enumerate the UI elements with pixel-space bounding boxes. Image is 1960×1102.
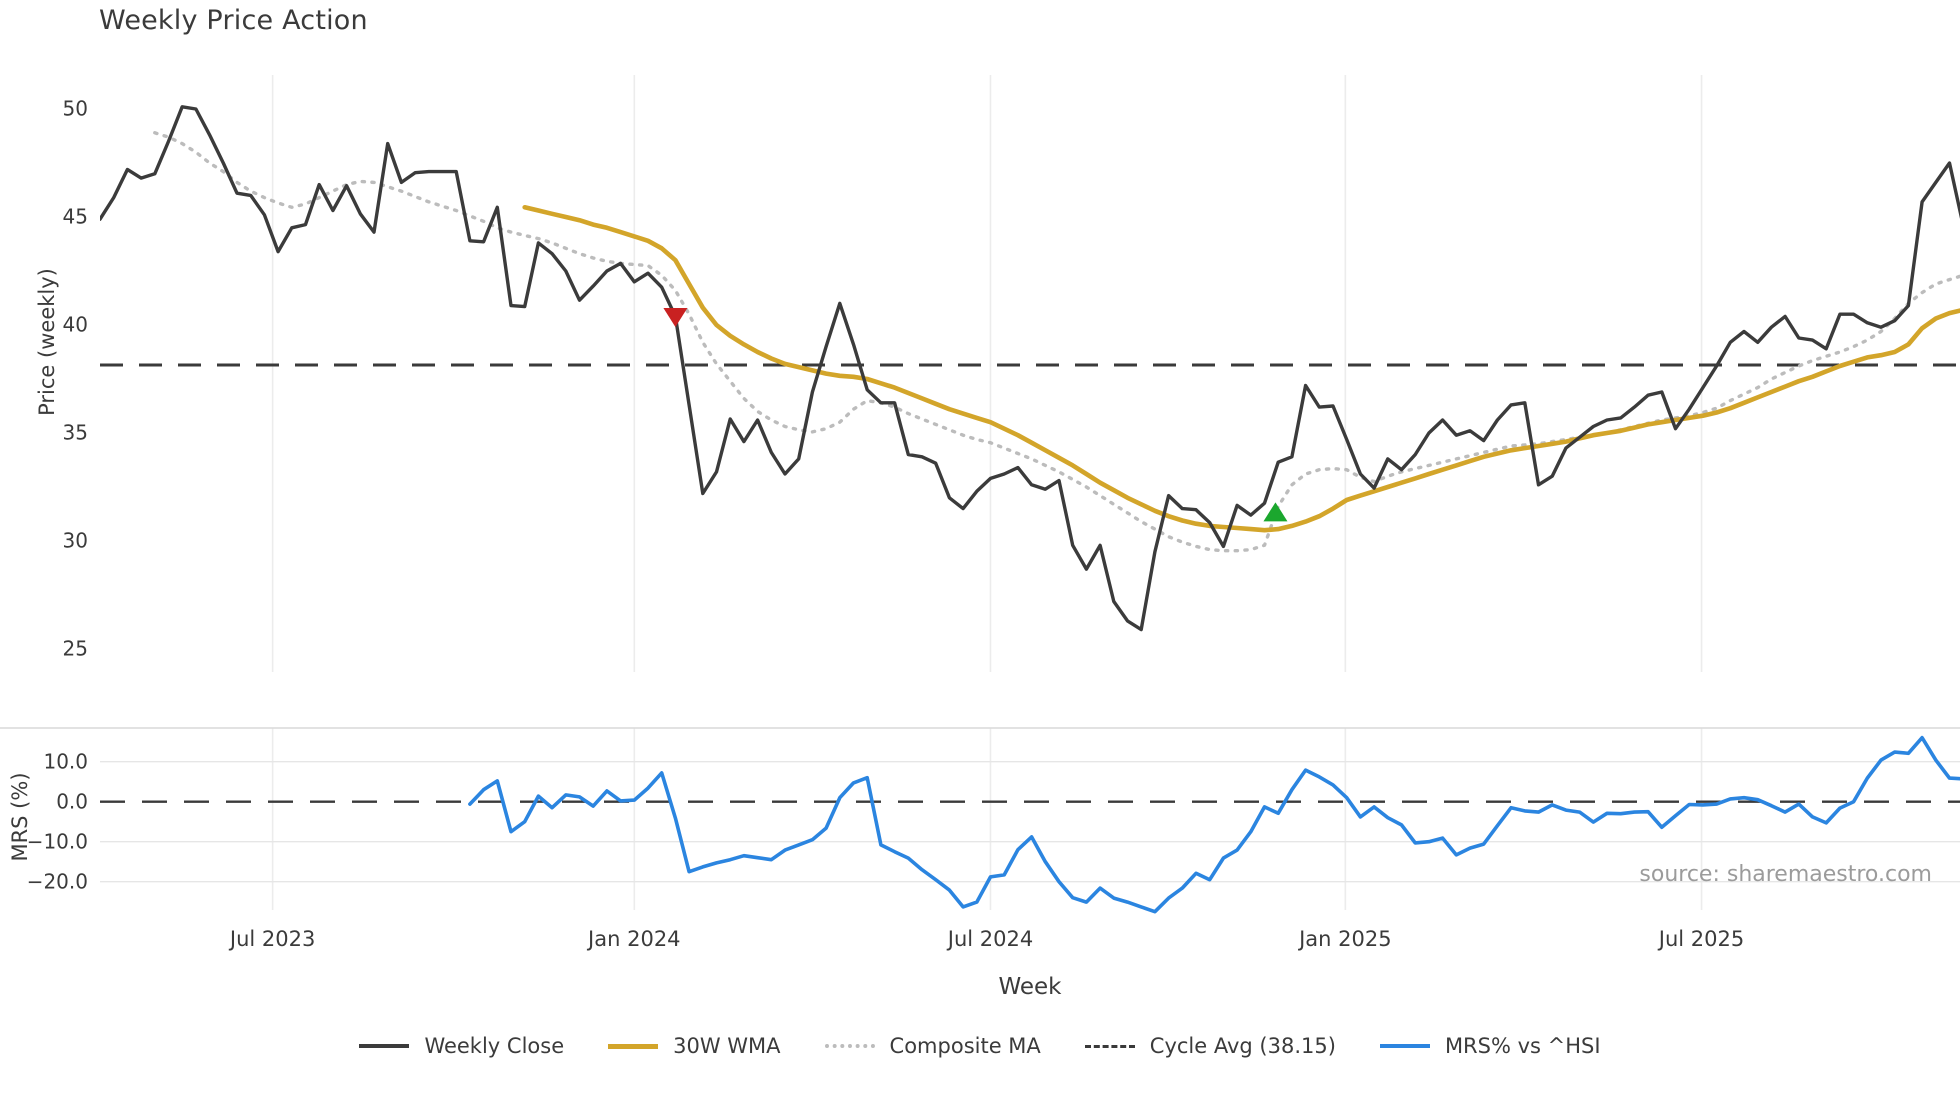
legend-dotted-swatch (824, 1044, 875, 1048)
week-tick: Jul 2024 (947, 927, 1034, 951)
wma-line (522, 205, 1960, 533)
sell-signal-marker (663, 307, 688, 327)
mrs-tick--20: −20.0 (26, 869, 88, 894)
legend-label: MRS% vs ^HSI (1444, 1034, 1601, 1058)
legend-item: 30W WMA (608, 1034, 781, 1058)
chart-legend: Weekly Close 30W WMA Composite MA Cycle Avg… (0, 1034, 1960, 1058)
mrs-line (468, 735, 1960, 914)
legend-item: Cycle Avg (38.15) (1084, 1034, 1336, 1058)
price-tick-50: 50 (62, 96, 88, 121)
composite-ma-line (153, 131, 1960, 553)
price-tick-35: 35 (62, 420, 88, 445)
chart-title: Weekly Price Action (99, 5, 368, 36)
week-tick: Jul 2023 (229, 927, 316, 951)
week-tick: Jan 2025 (1299, 927, 1392, 951)
source-watermark: source: sharemaestro.com (1639, 862, 1932, 887)
price-tick-45: 45 (62, 204, 88, 229)
mrs-axis-label: MRS (%) (8, 772, 32, 862)
mrs-tick-10: 10.0 (43, 749, 88, 774)
legend-item: Weekly Close (359, 1034, 564, 1058)
legend-dashed-swatch (1084, 1044, 1135, 1048)
week-tick: Jul 2025 (1658, 927, 1745, 951)
week-axis-label: Week (998, 974, 1062, 1000)
legend-solid-swatch (1379, 1044, 1430, 1048)
legend-item: MRS% vs ^HSI (1379, 1034, 1601, 1058)
legend-solid-swatch (608, 1043, 659, 1049)
price-tick-40: 40 (62, 312, 88, 337)
price-axis-label: Price (weekly) (35, 268, 59, 416)
mrs-tick--10: −10.0 (26, 829, 88, 854)
legend-label: Weekly Close (424, 1034, 565, 1058)
price-tick-25: 25 (62, 636, 88, 661)
week-tick: Jan 2024 (588, 927, 681, 951)
legend-label: Cycle Avg (38.15) (1149, 1034, 1336, 1058)
weekly-close-line (100, 105, 1960, 632)
buy-signal-marker (1263, 502, 1288, 522)
legend-item: Composite MA (824, 1034, 1041, 1058)
legend-label: 30W WMA (673, 1034, 781, 1058)
legend-label: Composite MA (889, 1034, 1041, 1058)
mrs-tick-0: 0.0 (56, 789, 88, 814)
price-tick-30: 30 (62, 528, 88, 553)
legend-solid-swatch (359, 1044, 410, 1048)
